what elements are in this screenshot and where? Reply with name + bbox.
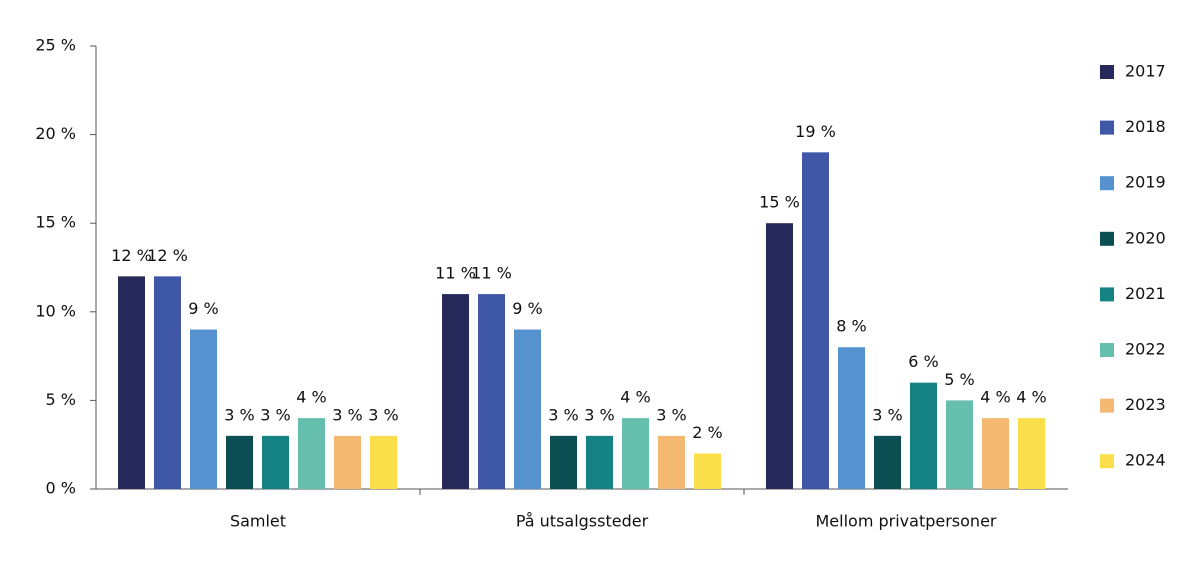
bar (766, 223, 793, 489)
value-label: 15 % (759, 193, 800, 212)
bar (154, 276, 181, 489)
bar (1018, 418, 1045, 489)
bar (982, 418, 1009, 489)
legend-label: 2019 (1125, 173, 1166, 192)
bar (298, 418, 325, 489)
value-label: 11 % (471, 264, 512, 283)
bar (118, 276, 145, 489)
bar (874, 435, 901, 489)
value-label: 9 % (512, 299, 542, 318)
value-label: 2 % (692, 423, 722, 442)
x-tick-label: Samlet (230, 512, 286, 531)
value-label: 3 % (548, 405, 578, 424)
bar (478, 294, 505, 489)
bar (442, 294, 469, 489)
bar (334, 435, 361, 489)
legend-swatch (1100, 398, 1114, 413)
value-label: 4 % (980, 388, 1010, 407)
legend-swatch (1100, 231, 1114, 246)
bar (622, 418, 649, 489)
y-tick-label: 15 % (35, 213, 76, 232)
bar (370, 435, 397, 489)
y-tick-label: 0 % (46, 479, 76, 498)
legend-label: 2023 (1125, 395, 1166, 414)
legend-swatch (1100, 120, 1114, 135)
bar (514, 329, 541, 489)
value-label: 4 % (1016, 388, 1046, 407)
x-tick-label: På utsalgssteder (516, 512, 649, 531)
bar (190, 329, 217, 489)
y-tick-label: 20 % (35, 124, 76, 143)
value-label: 3 % (260, 405, 290, 424)
value-label: 11 % (435, 264, 476, 283)
x-tick-label: Mellom privatpersoner (816, 512, 997, 531)
y-tick-label: 10 % (35, 301, 76, 320)
bar (586, 435, 613, 489)
value-label: 9 % (188, 299, 218, 318)
bar (946, 400, 973, 489)
value-label: 5 % (944, 370, 974, 389)
value-label: 12 % (111, 246, 152, 265)
value-label: 8 % (836, 317, 866, 336)
legend-swatch (1100, 287, 1114, 302)
legend-swatch (1100, 454, 1114, 469)
legend-swatch (1100, 343, 1114, 357)
legend-label: 2020 (1125, 228, 1166, 247)
y-tick-label: 5 % (46, 390, 76, 409)
legend-label: 2022 (1125, 340, 1166, 359)
value-label: 3 % (224, 405, 254, 424)
value-label: 3 % (872, 405, 902, 424)
bar (658, 435, 685, 489)
bar (838, 347, 865, 489)
value-label: 3 % (368, 405, 398, 424)
bar (550, 435, 577, 489)
legend-swatch (1100, 176, 1114, 191)
bar (694, 453, 721, 489)
value-label: 4 % (620, 388, 650, 407)
legend-label: 2021 (1125, 284, 1166, 303)
legend-swatch (1100, 65, 1114, 79)
y-tick-label: 25 % (35, 36, 76, 55)
bar (910, 382, 937, 489)
legend-label: 2024 (1125, 451, 1166, 470)
value-label: 3 % (584, 405, 614, 424)
legend-label: 2018 (1125, 117, 1166, 136)
bar (262, 435, 289, 489)
value-label: 12 % (147, 246, 188, 265)
value-label: 19 % (795, 122, 836, 141)
value-label: 3 % (656, 405, 686, 424)
bar (226, 435, 253, 489)
value-label: 6 % (908, 352, 938, 371)
value-label: 3 % (332, 405, 362, 424)
legend-label: 2017 (1125, 62, 1166, 81)
bar (802, 152, 829, 489)
value-label: 4 % (296, 388, 326, 407)
